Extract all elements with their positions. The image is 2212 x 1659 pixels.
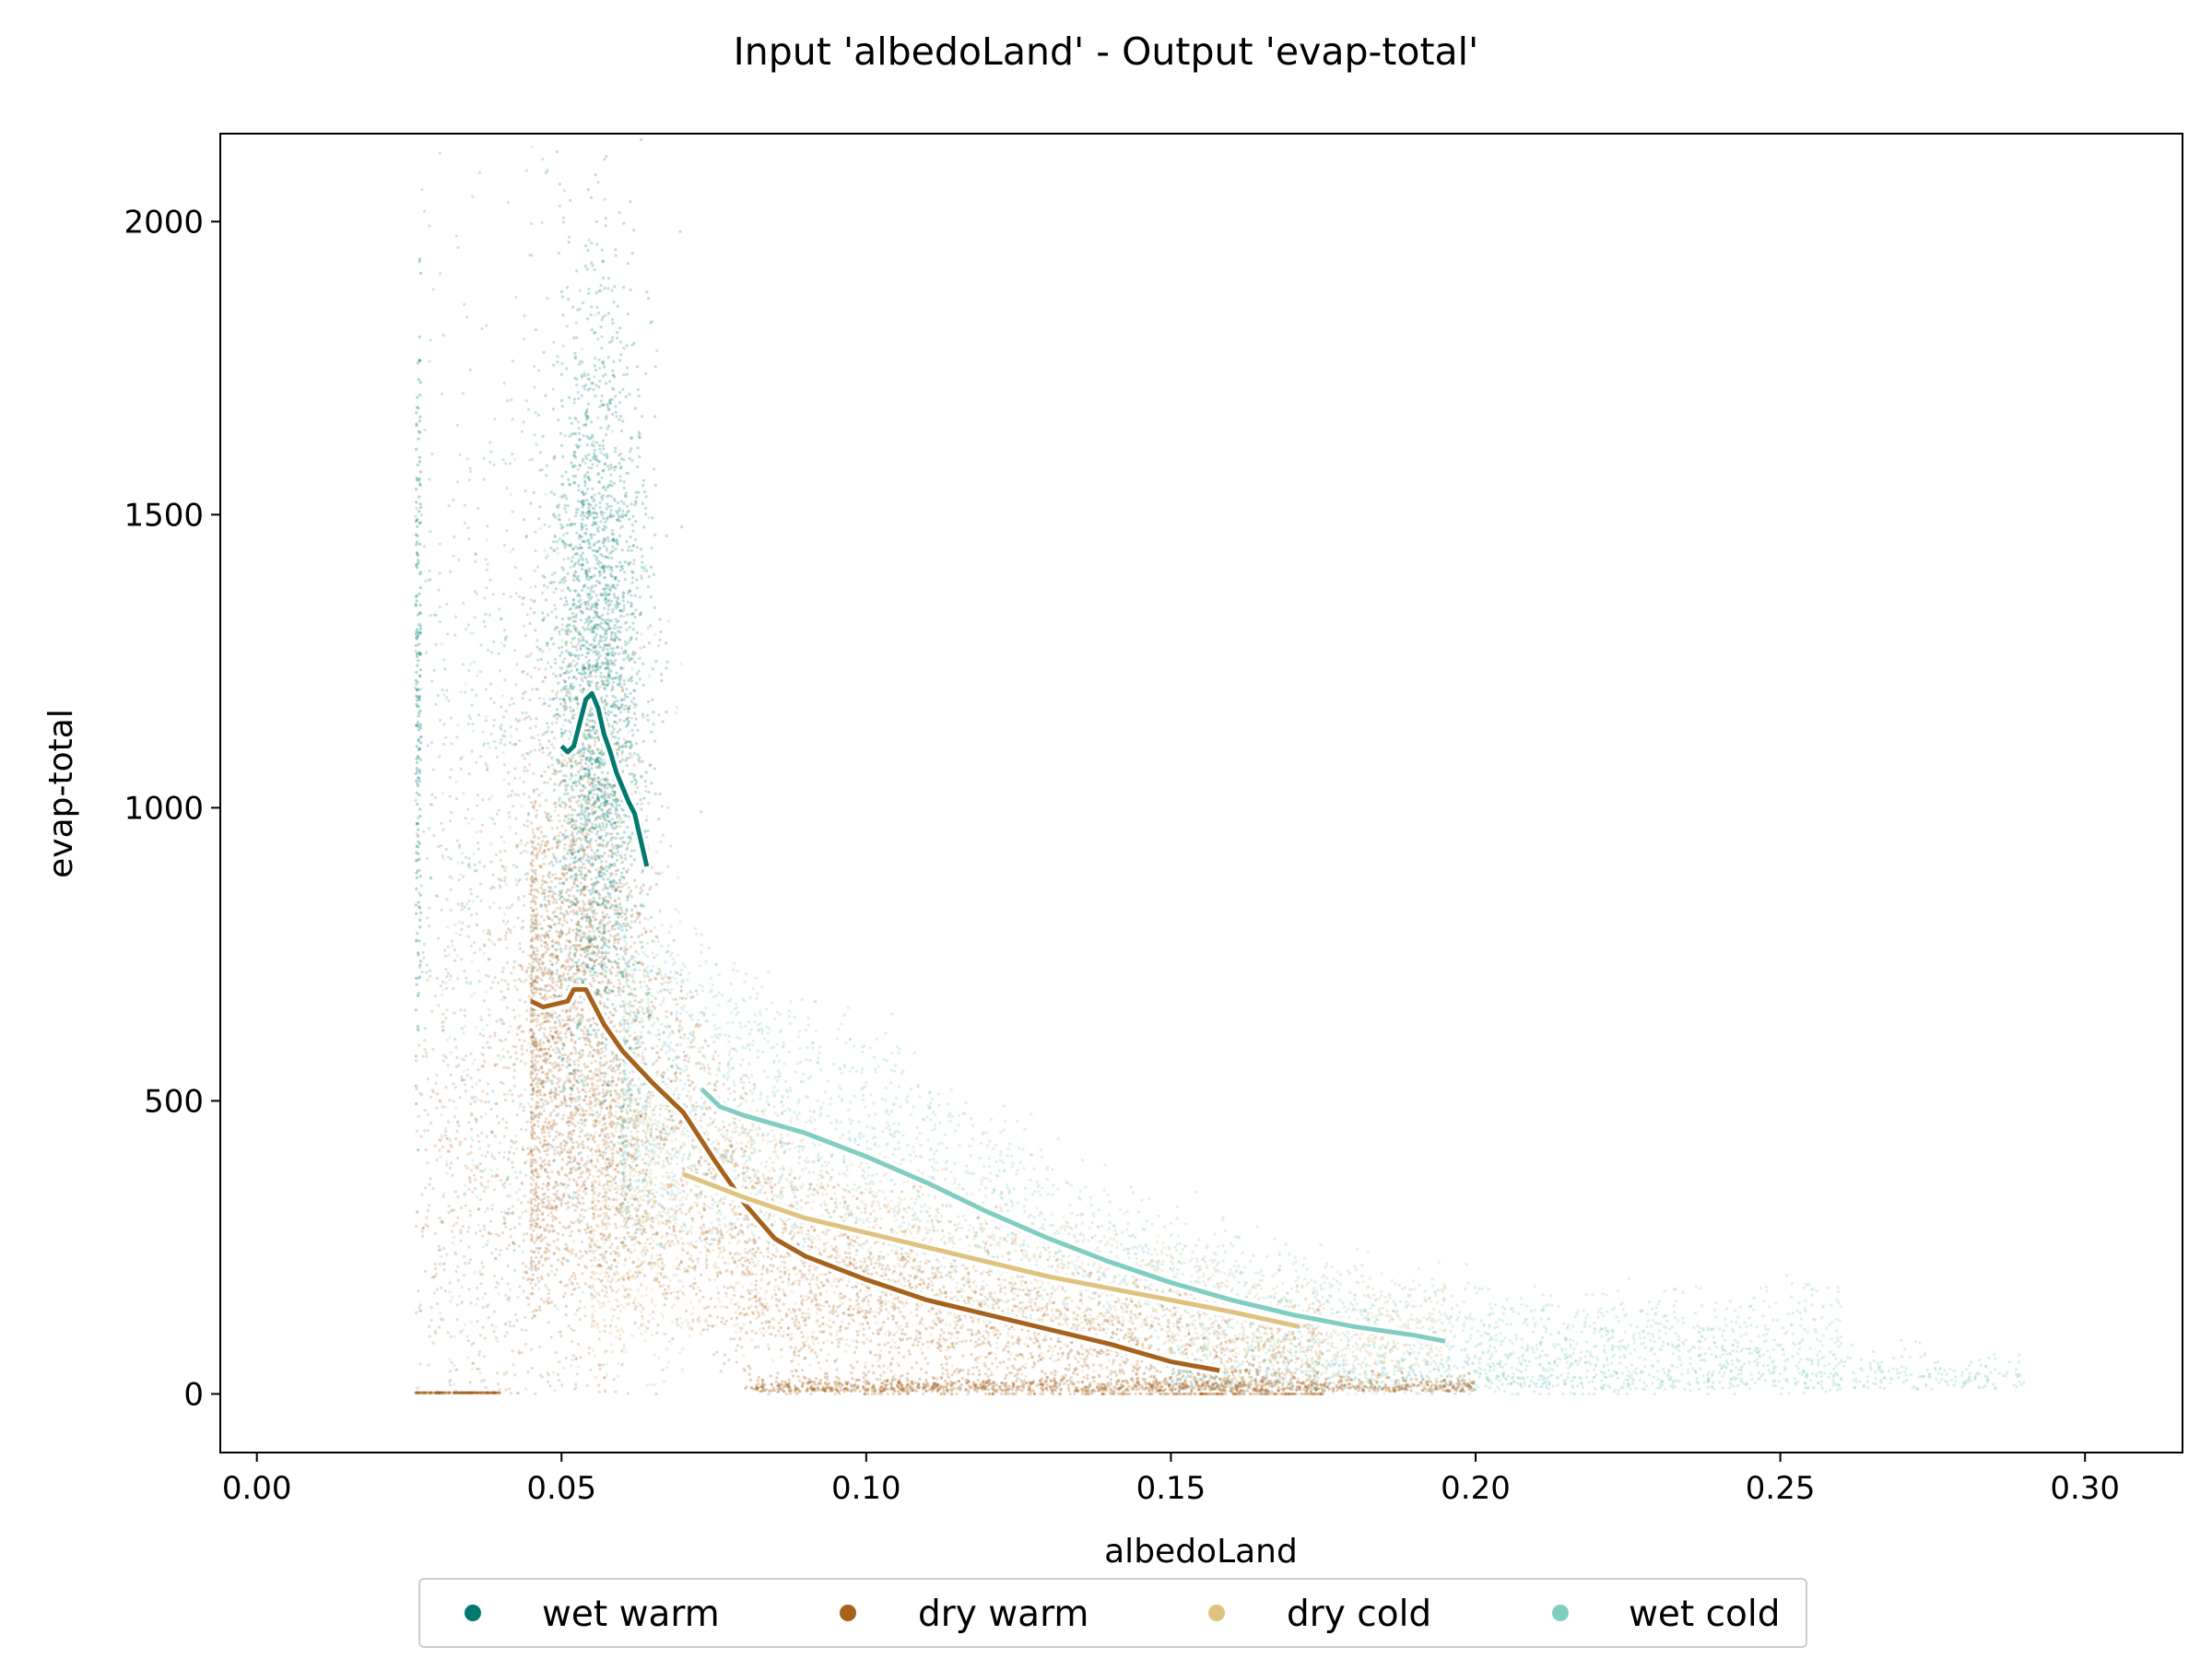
x-tick-label: 0.20 [1441,1470,1511,1507]
x-tick-label: 0.15 [1136,1470,1206,1507]
scatter-dry-cold [590,1046,1447,1395]
x-axis-label: albedoLand [1104,1533,1298,1571]
plot-area-frame [219,133,2183,1453]
scatter-dry-warm [414,578,551,1395]
y-tick-label: 1000 [124,790,204,827]
legend-marker-dry-warm [840,1605,856,1621]
trend-line-wet-cold [700,1087,1446,1344]
y-axis-ticks: 0 500 1000 1500 2000 [124,204,220,1413]
scatter-wet-cold [439,145,686,1393]
legend-label-wet-cold: wet cold [1629,1594,1780,1635]
legend-marker-dry-cold [1208,1605,1225,1621]
legend-label-wet-warm: wet warm [542,1594,720,1635]
x-tick-label: 0.30 [2050,1470,2120,1507]
trend-line-wet-warm [559,690,650,867]
trend-line-dry-cold [682,1171,1300,1329]
x-tick-label: 0.05 [526,1470,596,1507]
legend: wet warm dry warm dry cold wet cold [418,1578,1807,1648]
legend-label-dry-warm: dry warm [918,1594,1088,1635]
legend-label-dry-cold: dry cold [1287,1594,1431,1635]
x-tick-label: 0.10 [831,1470,901,1507]
scatter-wet-warm [414,257,423,1312]
trend-line-dry-warm [530,987,1220,1373]
y-tick-label: 500 [144,1083,204,1120]
y-axis-label: evap-total [42,709,80,878]
legend-marker-wet-cold [1552,1605,1569,1621]
scatter-dry-warm [744,1364,1477,1394]
x-tick-label: 0.25 [1746,1470,1816,1507]
scatter-dry-warm [529,758,1325,1395]
x-tick-label: 0.00 [222,1470,292,1507]
scatter-wet-cold [1169,1330,2026,1391]
scatter-wet-cold [620,924,1843,1395]
legend-frame [418,1578,1807,1648]
chart-title: Input 'albedoLand' - Output 'evap-total' [734,29,1479,74]
scatter-dry-warm [442,288,704,1395]
y-tick-label: 1500 [124,497,204,534]
scatter-wet-warm [522,138,703,1296]
scatter-points [414,138,2026,1395]
y-tick-label: 2000 [124,204,204,241]
trend-lines [528,688,1447,1376]
scatter-dry-warm [414,1391,501,1394]
legend-marker-wet-warm [465,1605,481,1621]
x-axis-ticks: 0.00 0.05 0.10 0.15 0.20 0.25 0.30 [222,1453,2120,1507]
y-tick-label: 0 [183,1376,204,1413]
